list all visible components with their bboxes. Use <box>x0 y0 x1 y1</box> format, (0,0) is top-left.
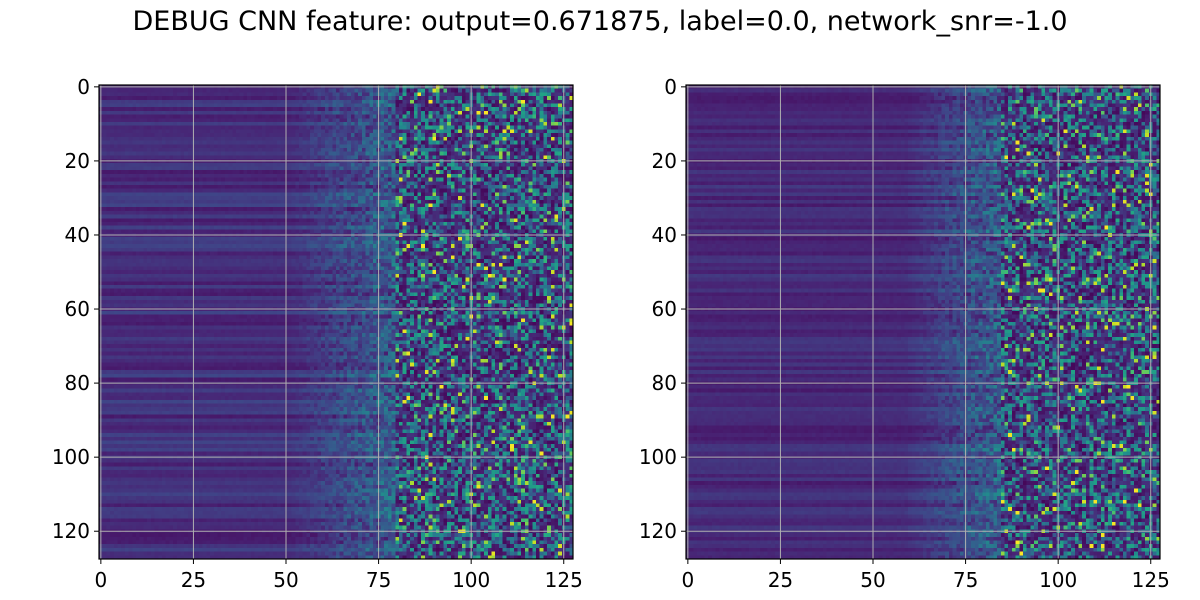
axes-frame <box>685 84 1161 560</box>
y-tick-label: 40 <box>652 223 677 247</box>
y-tick-label: 120 <box>639 519 677 543</box>
y-tick-label: 80 <box>652 371 677 395</box>
x-tick-label: 50 <box>860 568 885 592</box>
figure-title: DEBUG CNN feature: output=0.671875, labe… <box>132 6 1068 37</box>
axes-frame <box>98 84 574 560</box>
y-tick-label: 80 <box>65 371 90 395</box>
heatmap-image <box>686 85 1160 559</box>
y-tick-label: 100 <box>52 445 90 469</box>
y-tick-label: 60 <box>65 297 90 321</box>
y-tick-label: 40 <box>65 223 90 247</box>
x-tick-label: 100 <box>452 568 490 592</box>
heatmap-panel-left: 0 25 50 75 100 125 0 20 40 60 80 100 120 <box>52 75 583 592</box>
x-tick-label: 75 <box>366 568 391 592</box>
y-tick-label: 100 <box>639 445 677 469</box>
x-tick-label: 0 <box>94 568 107 592</box>
heatmap-image <box>99 85 573 559</box>
x-tick-label: 25 <box>768 568 793 592</box>
x-tick-label: 0 <box>681 568 694 592</box>
y-tick-label: 20 <box>652 149 677 173</box>
y-tick-label: 0 <box>77 75 90 99</box>
y-tick-label: 20 <box>65 149 90 173</box>
x-tick-label: 125 <box>1132 568 1170 592</box>
heatmap-panel-right: 0 25 50 75 100 125 0 20 40 60 80 100 120 <box>639 75 1170 592</box>
y-tick-label: 0 <box>664 75 677 99</box>
x-tick-label: 100 <box>1039 568 1077 592</box>
x-tick-label: 75 <box>953 568 978 592</box>
x-tick-label: 125 <box>545 568 583 592</box>
x-tick-label: 25 <box>181 568 206 592</box>
y-tick-label: 120 <box>52 519 90 543</box>
y-tick-label: 60 <box>652 297 677 321</box>
x-tick-label: 50 <box>273 568 298 592</box>
